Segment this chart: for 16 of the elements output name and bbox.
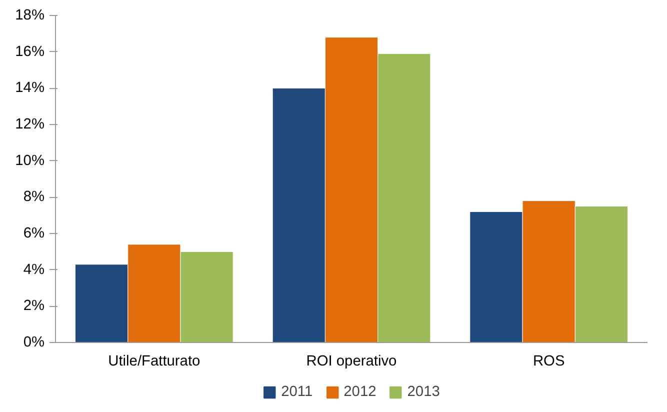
- y-tick-label: 6%: [23, 226, 45, 242]
- legend-label: 2013: [407, 384, 440, 400]
- x-tick-label: Utile/Fatturato: [108, 354, 200, 370]
- y-tick-label: 16%: [15, 44, 45, 60]
- y-tick-label: 4%: [23, 262, 45, 278]
- y-tick-label: 2%: [23, 298, 45, 314]
- x-tick-label: ROI operativo: [306, 354, 397, 370]
- y-tick-label: 0%: [23, 334, 45, 350]
- y-tick-label: 12%: [15, 116, 45, 132]
- legend-label: 2011: [281, 384, 313, 400]
- y-tick-label: 8%: [23, 189, 45, 206]
- x-tick-label: ROS: [532, 354, 565, 370]
- y-tick-label: 10%: [15, 152, 45, 169]
- legend-label: 2012: [344, 384, 376, 400]
- y-tick-label: 14%: [15, 80, 45, 96]
- y-tick-label: 18%: [15, 8, 45, 24]
